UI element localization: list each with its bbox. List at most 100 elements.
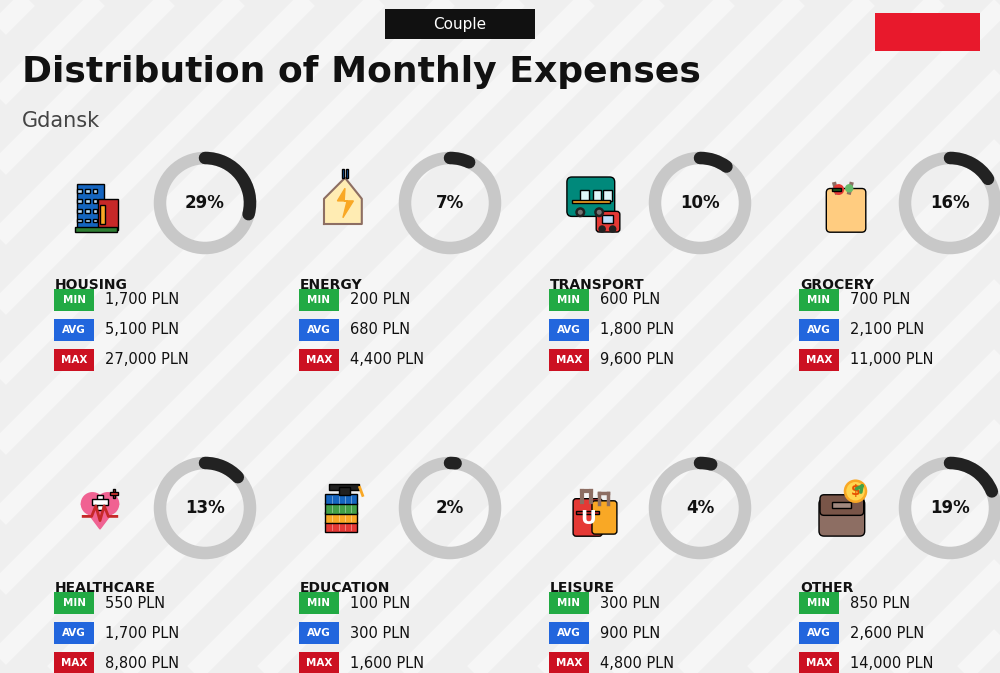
Text: MAX: MAX: [556, 658, 582, 668]
FancyBboxPatch shape: [98, 199, 118, 230]
FancyBboxPatch shape: [549, 622, 589, 644]
FancyBboxPatch shape: [299, 652, 339, 673]
FancyBboxPatch shape: [54, 592, 94, 614]
FancyBboxPatch shape: [299, 622, 339, 644]
Circle shape: [844, 479, 867, 503]
Text: 9,600 PLN: 9,600 PLN: [600, 353, 674, 367]
FancyBboxPatch shape: [299, 319, 339, 341]
FancyBboxPatch shape: [77, 209, 82, 213]
FancyBboxPatch shape: [325, 522, 357, 532]
Text: AVG: AVG: [807, 325, 831, 335]
FancyBboxPatch shape: [97, 495, 103, 510]
FancyBboxPatch shape: [572, 200, 610, 203]
Text: 680 PLN: 680 PLN: [350, 322, 410, 337]
Text: 850 PLN: 850 PLN: [850, 596, 910, 610]
Text: 5,100 PLN: 5,100 PLN: [105, 322, 179, 337]
Text: 600 PLN: 600 PLN: [600, 293, 660, 308]
Text: AVG: AVG: [307, 325, 331, 335]
FancyBboxPatch shape: [549, 592, 589, 614]
FancyBboxPatch shape: [799, 592, 839, 614]
Text: MIN: MIN: [308, 295, 330, 305]
FancyBboxPatch shape: [77, 189, 82, 193]
Text: 700 PLN: 700 PLN: [850, 293, 910, 308]
Text: MAX: MAX: [806, 658, 832, 668]
Text: 550 PLN: 550 PLN: [105, 596, 165, 610]
FancyBboxPatch shape: [593, 190, 601, 201]
FancyBboxPatch shape: [799, 622, 839, 644]
FancyBboxPatch shape: [75, 227, 117, 232]
FancyBboxPatch shape: [299, 592, 339, 614]
Text: MIN: MIN: [808, 295, 830, 305]
FancyBboxPatch shape: [325, 494, 357, 504]
Text: 4,800 PLN: 4,800 PLN: [600, 656, 674, 670]
FancyBboxPatch shape: [54, 289, 94, 311]
FancyBboxPatch shape: [385, 9, 535, 39]
Text: 1,700 PLN: 1,700 PLN: [105, 625, 179, 641]
Text: MIN: MIN: [62, 295, 86, 305]
FancyBboxPatch shape: [596, 211, 620, 232]
Text: MAX: MAX: [806, 355, 832, 365]
Text: 200 PLN: 200 PLN: [350, 293, 410, 308]
Circle shape: [575, 207, 585, 217]
FancyBboxPatch shape: [113, 489, 115, 497]
FancyBboxPatch shape: [799, 652, 839, 673]
Text: 11,000 PLN: 11,000 PLN: [850, 353, 933, 367]
FancyBboxPatch shape: [567, 177, 615, 217]
FancyBboxPatch shape: [799, 289, 839, 311]
Text: 900 PLN: 900 PLN: [600, 625, 660, 641]
FancyBboxPatch shape: [799, 319, 839, 341]
Circle shape: [833, 184, 844, 195]
Text: MAX: MAX: [306, 658, 332, 668]
Text: AVG: AVG: [307, 628, 331, 638]
FancyBboxPatch shape: [110, 492, 118, 495]
Text: 14,000 PLN: 14,000 PLN: [850, 656, 933, 670]
Text: U: U: [580, 509, 596, 528]
FancyBboxPatch shape: [826, 188, 866, 232]
Text: Couple: Couple: [433, 17, 487, 32]
Text: TRANSPORT: TRANSPORT: [550, 278, 645, 292]
FancyBboxPatch shape: [342, 170, 344, 178]
Text: 300 PLN: 300 PLN: [600, 596, 660, 610]
FancyBboxPatch shape: [93, 219, 97, 222]
Text: Gdansk: Gdansk: [22, 111, 100, 131]
FancyBboxPatch shape: [832, 501, 851, 508]
Circle shape: [578, 210, 583, 215]
Text: ENERGY: ENERGY: [300, 278, 363, 292]
FancyBboxPatch shape: [77, 199, 82, 203]
Text: 1,800 PLN: 1,800 PLN: [600, 322, 674, 337]
Circle shape: [609, 225, 616, 233]
Text: 1,700 PLN: 1,700 PLN: [105, 293, 179, 308]
Text: LEISURE: LEISURE: [550, 581, 615, 595]
Text: MIN: MIN: [558, 598, 580, 608]
FancyBboxPatch shape: [875, 13, 980, 51]
Text: 2%: 2%: [436, 499, 464, 517]
FancyBboxPatch shape: [325, 512, 357, 523]
FancyBboxPatch shape: [54, 622, 94, 644]
FancyBboxPatch shape: [54, 319, 94, 341]
Text: AVG: AVG: [62, 325, 86, 335]
Text: HOUSING: HOUSING: [55, 278, 128, 292]
FancyBboxPatch shape: [602, 215, 613, 223]
FancyBboxPatch shape: [92, 499, 108, 505]
Text: 13%: 13%: [185, 499, 225, 517]
FancyBboxPatch shape: [549, 289, 589, 311]
Text: 27,000 PLN: 27,000 PLN: [105, 353, 189, 367]
Text: MAX: MAX: [61, 658, 87, 668]
Text: OTHER: OTHER: [800, 581, 853, 595]
Text: 100 PLN: 100 PLN: [350, 596, 410, 610]
FancyBboxPatch shape: [329, 484, 359, 491]
FancyBboxPatch shape: [799, 349, 839, 371]
FancyBboxPatch shape: [549, 652, 589, 673]
Circle shape: [598, 225, 606, 233]
Circle shape: [846, 482, 865, 501]
FancyBboxPatch shape: [549, 319, 589, 341]
FancyBboxPatch shape: [85, 209, 90, 213]
Text: MIN: MIN: [558, 295, 580, 305]
FancyBboxPatch shape: [85, 189, 90, 193]
Text: MIN: MIN: [308, 598, 330, 608]
Text: AVG: AVG: [557, 628, 581, 638]
FancyBboxPatch shape: [580, 190, 589, 201]
FancyBboxPatch shape: [832, 188, 841, 191]
FancyBboxPatch shape: [299, 289, 339, 311]
FancyBboxPatch shape: [77, 219, 82, 222]
